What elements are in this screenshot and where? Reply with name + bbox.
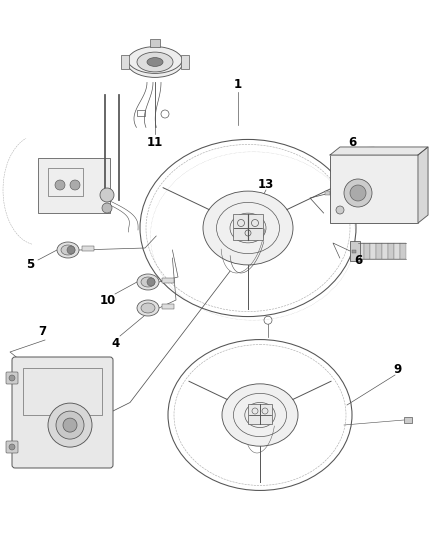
Circle shape: [100, 188, 114, 202]
Text: 5: 5: [26, 257, 34, 271]
FancyBboxPatch shape: [351, 250, 355, 253]
Ellipse shape: [202, 191, 292, 265]
Circle shape: [67, 246, 75, 254]
FancyBboxPatch shape: [363, 243, 369, 259]
FancyBboxPatch shape: [180, 55, 189, 69]
FancyBboxPatch shape: [162, 304, 173, 309]
Circle shape: [48, 403, 92, 447]
FancyBboxPatch shape: [162, 278, 173, 283]
FancyBboxPatch shape: [381, 243, 387, 259]
FancyBboxPatch shape: [6, 441, 18, 453]
FancyBboxPatch shape: [324, 191, 329, 195]
Text: 6: 6: [353, 254, 361, 266]
Polygon shape: [329, 147, 427, 155]
Ellipse shape: [141, 303, 155, 313]
Circle shape: [349, 185, 365, 201]
FancyBboxPatch shape: [233, 214, 262, 240]
Circle shape: [343, 179, 371, 207]
Text: 6: 6: [347, 135, 355, 149]
FancyBboxPatch shape: [369, 243, 375, 259]
Ellipse shape: [147, 58, 162, 67]
Ellipse shape: [137, 274, 159, 290]
Ellipse shape: [127, 46, 183, 77]
FancyBboxPatch shape: [12, 357, 113, 468]
Ellipse shape: [137, 300, 159, 316]
Ellipse shape: [141, 277, 155, 287]
FancyBboxPatch shape: [38, 158, 110, 213]
FancyBboxPatch shape: [393, 243, 399, 259]
Text: 9: 9: [393, 364, 401, 376]
FancyBboxPatch shape: [150, 38, 159, 46]
Circle shape: [335, 206, 343, 214]
Ellipse shape: [222, 384, 297, 446]
FancyBboxPatch shape: [121, 55, 129, 69]
FancyBboxPatch shape: [399, 243, 405, 259]
Circle shape: [9, 444, 15, 450]
FancyBboxPatch shape: [247, 404, 272, 424]
Text: 4: 4: [112, 337, 120, 351]
Circle shape: [63, 418, 77, 432]
FancyBboxPatch shape: [387, 243, 393, 259]
Ellipse shape: [137, 52, 173, 72]
FancyBboxPatch shape: [357, 243, 363, 259]
Circle shape: [55, 180, 65, 190]
Circle shape: [70, 180, 80, 190]
Ellipse shape: [57, 242, 79, 258]
Text: 7: 7: [38, 326, 46, 338]
Text: 13: 13: [257, 177, 273, 190]
Polygon shape: [417, 147, 427, 223]
Circle shape: [9, 375, 15, 381]
FancyBboxPatch shape: [403, 417, 411, 423]
FancyBboxPatch shape: [349, 241, 359, 261]
Circle shape: [56, 411, 84, 439]
FancyBboxPatch shape: [6, 372, 18, 384]
Text: 10: 10: [100, 294, 116, 306]
FancyBboxPatch shape: [329, 155, 417, 223]
Ellipse shape: [61, 245, 75, 255]
Text: 1: 1: [233, 77, 241, 91]
FancyBboxPatch shape: [375, 243, 381, 259]
FancyBboxPatch shape: [82, 246, 94, 251]
Circle shape: [147, 278, 155, 286]
Text: 11: 11: [147, 135, 163, 149]
Circle shape: [102, 203, 112, 213]
